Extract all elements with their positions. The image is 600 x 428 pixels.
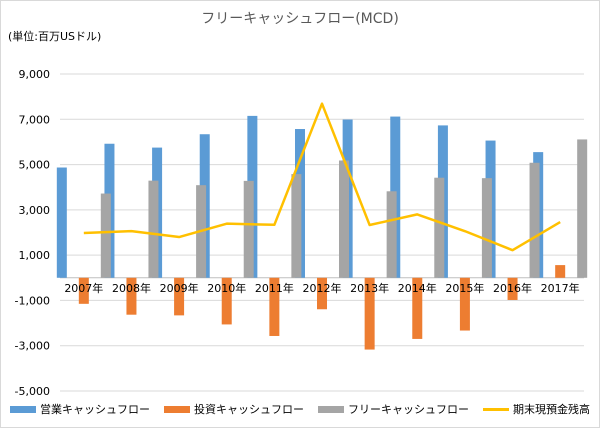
bar [434, 177, 445, 278]
legend-swatch [10, 405, 36, 413]
chart-plot: -5,000 -3,000 -1,000 1,000 3,000 5,000 7,000 9,… [15, 68, 588, 398]
x-tick-label: 2008年 [112, 281, 151, 295]
chart-title: フリーキャッシュフロー(MCD) [201, 11, 399, 27]
bar [78, 277, 89, 304]
x-tick-label: 2014年 [398, 281, 437, 295]
unit-label: (単位:百万USドル) [8, 30, 102, 43]
legend-swatch [318, 405, 344, 413]
y-tick-label: -1,000 [15, 294, 50, 307]
y-tick-label: 5,000 [19, 159, 51, 172]
y-tick-label: 9,000 [19, 68, 51, 81]
legend-swatch [164, 405, 190, 413]
legend-swatch [483, 407, 509, 411]
x-tick-label: 2017年 [541, 281, 580, 295]
legend-label: 投資キャッシュフロー [194, 403, 304, 416]
bar [364, 277, 375, 350]
bar [555, 265, 566, 278]
bar [174, 277, 185, 316]
x-tick-label: 2015年 [445, 281, 484, 295]
x-tick-label: 2010年 [207, 281, 246, 295]
x-tick-label: 2007年 [64, 281, 103, 295]
bar [126, 277, 137, 315]
legend-item: 営業キャッシュフロー [10, 401, 150, 417]
bar [481, 178, 492, 278]
legend-label: 営業キャッシュフロー [40, 403, 150, 416]
legend: 営業キャッシュフロー 投資キャッシュフロー フリーキャッシュフロー 期末現預金残高 [0, 400, 600, 418]
bar [507, 277, 518, 300]
x-tick-label: 2011年 [255, 281, 294, 295]
bar [269, 277, 280, 336]
legend-label: フリーキャッシュフロー [348, 403, 469, 416]
x-tick-label: 2012年 [303, 281, 342, 295]
y-tick-label: -5,000 [15, 385, 50, 398]
y-tick-label: -3,000 [15, 340, 50, 353]
bar [577, 139, 588, 278]
legend-item: 投資キャッシュフロー [164, 401, 304, 417]
bar [386, 191, 397, 278]
legend-item: 期末現預金残高 [483, 401, 590, 417]
legend-item: フリーキャッシュフロー [318, 401, 469, 417]
bar [100, 193, 111, 278]
x-tick-label: 2013年 [350, 281, 389, 295]
legend-label: 期末現預金残高 [513, 403, 590, 416]
bar [339, 160, 349, 278]
bar [56, 167, 67, 278]
bar [529, 162, 540, 278]
y-tick-label: 3,000 [19, 204, 51, 217]
y-tick-label: 7,000 [19, 113, 51, 126]
bar [459, 277, 470, 331]
bar [317, 277, 327, 310]
x-tick-label: 2009年 [160, 281, 199, 295]
bar [148, 180, 159, 278]
bar [221, 277, 232, 325]
bar [243, 180, 254, 278]
bar [291, 174, 302, 278]
x-tick-label: 2016年 [493, 281, 532, 295]
y-tick-label: 1,000 [19, 249, 51, 262]
bar [412, 277, 423, 339]
